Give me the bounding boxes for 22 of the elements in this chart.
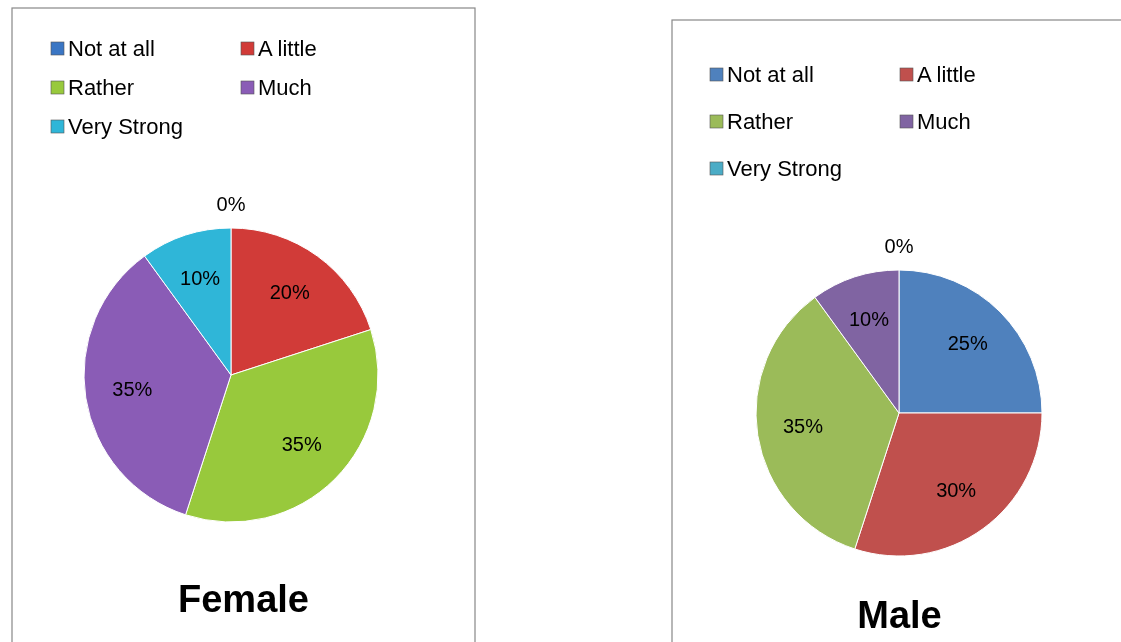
- legend-label: Very Strong: [727, 155, 842, 181]
- legend-label: A little: [917, 61, 976, 87]
- text: Female: [178, 578, 309, 620]
- legend-label: A little: [258, 35, 317, 61]
- legend-label: Rather: [727, 108, 794, 134]
- data-label: 25%: [947, 331, 988, 354]
- data-label: 10%: [848, 307, 890, 330]
- data-label: 35%: [112, 377, 153, 400]
- legend-label: Rather: [68, 74, 135, 100]
- text: Male: [857, 594, 942, 636]
- legend-label: Much: [917, 108, 971, 134]
- legend-label: Not at all: [68, 35, 155, 61]
- text: 0%: [884, 235, 914, 258]
- data-label: 20%: [269, 281, 310, 304]
- text: 0%: [216, 193, 246, 216]
- data-label: 35%: [281, 432, 322, 455]
- legend-label: Not at all: [727, 61, 814, 87]
- legend-label: Much: [258, 74, 312, 100]
- data-label: 35%: [782, 415, 824, 438]
- data-label: 10%: [180, 267, 221, 290]
- legend-label: Very Strong: [68, 113, 183, 139]
- data-label: 30%: [936, 478, 977, 501]
